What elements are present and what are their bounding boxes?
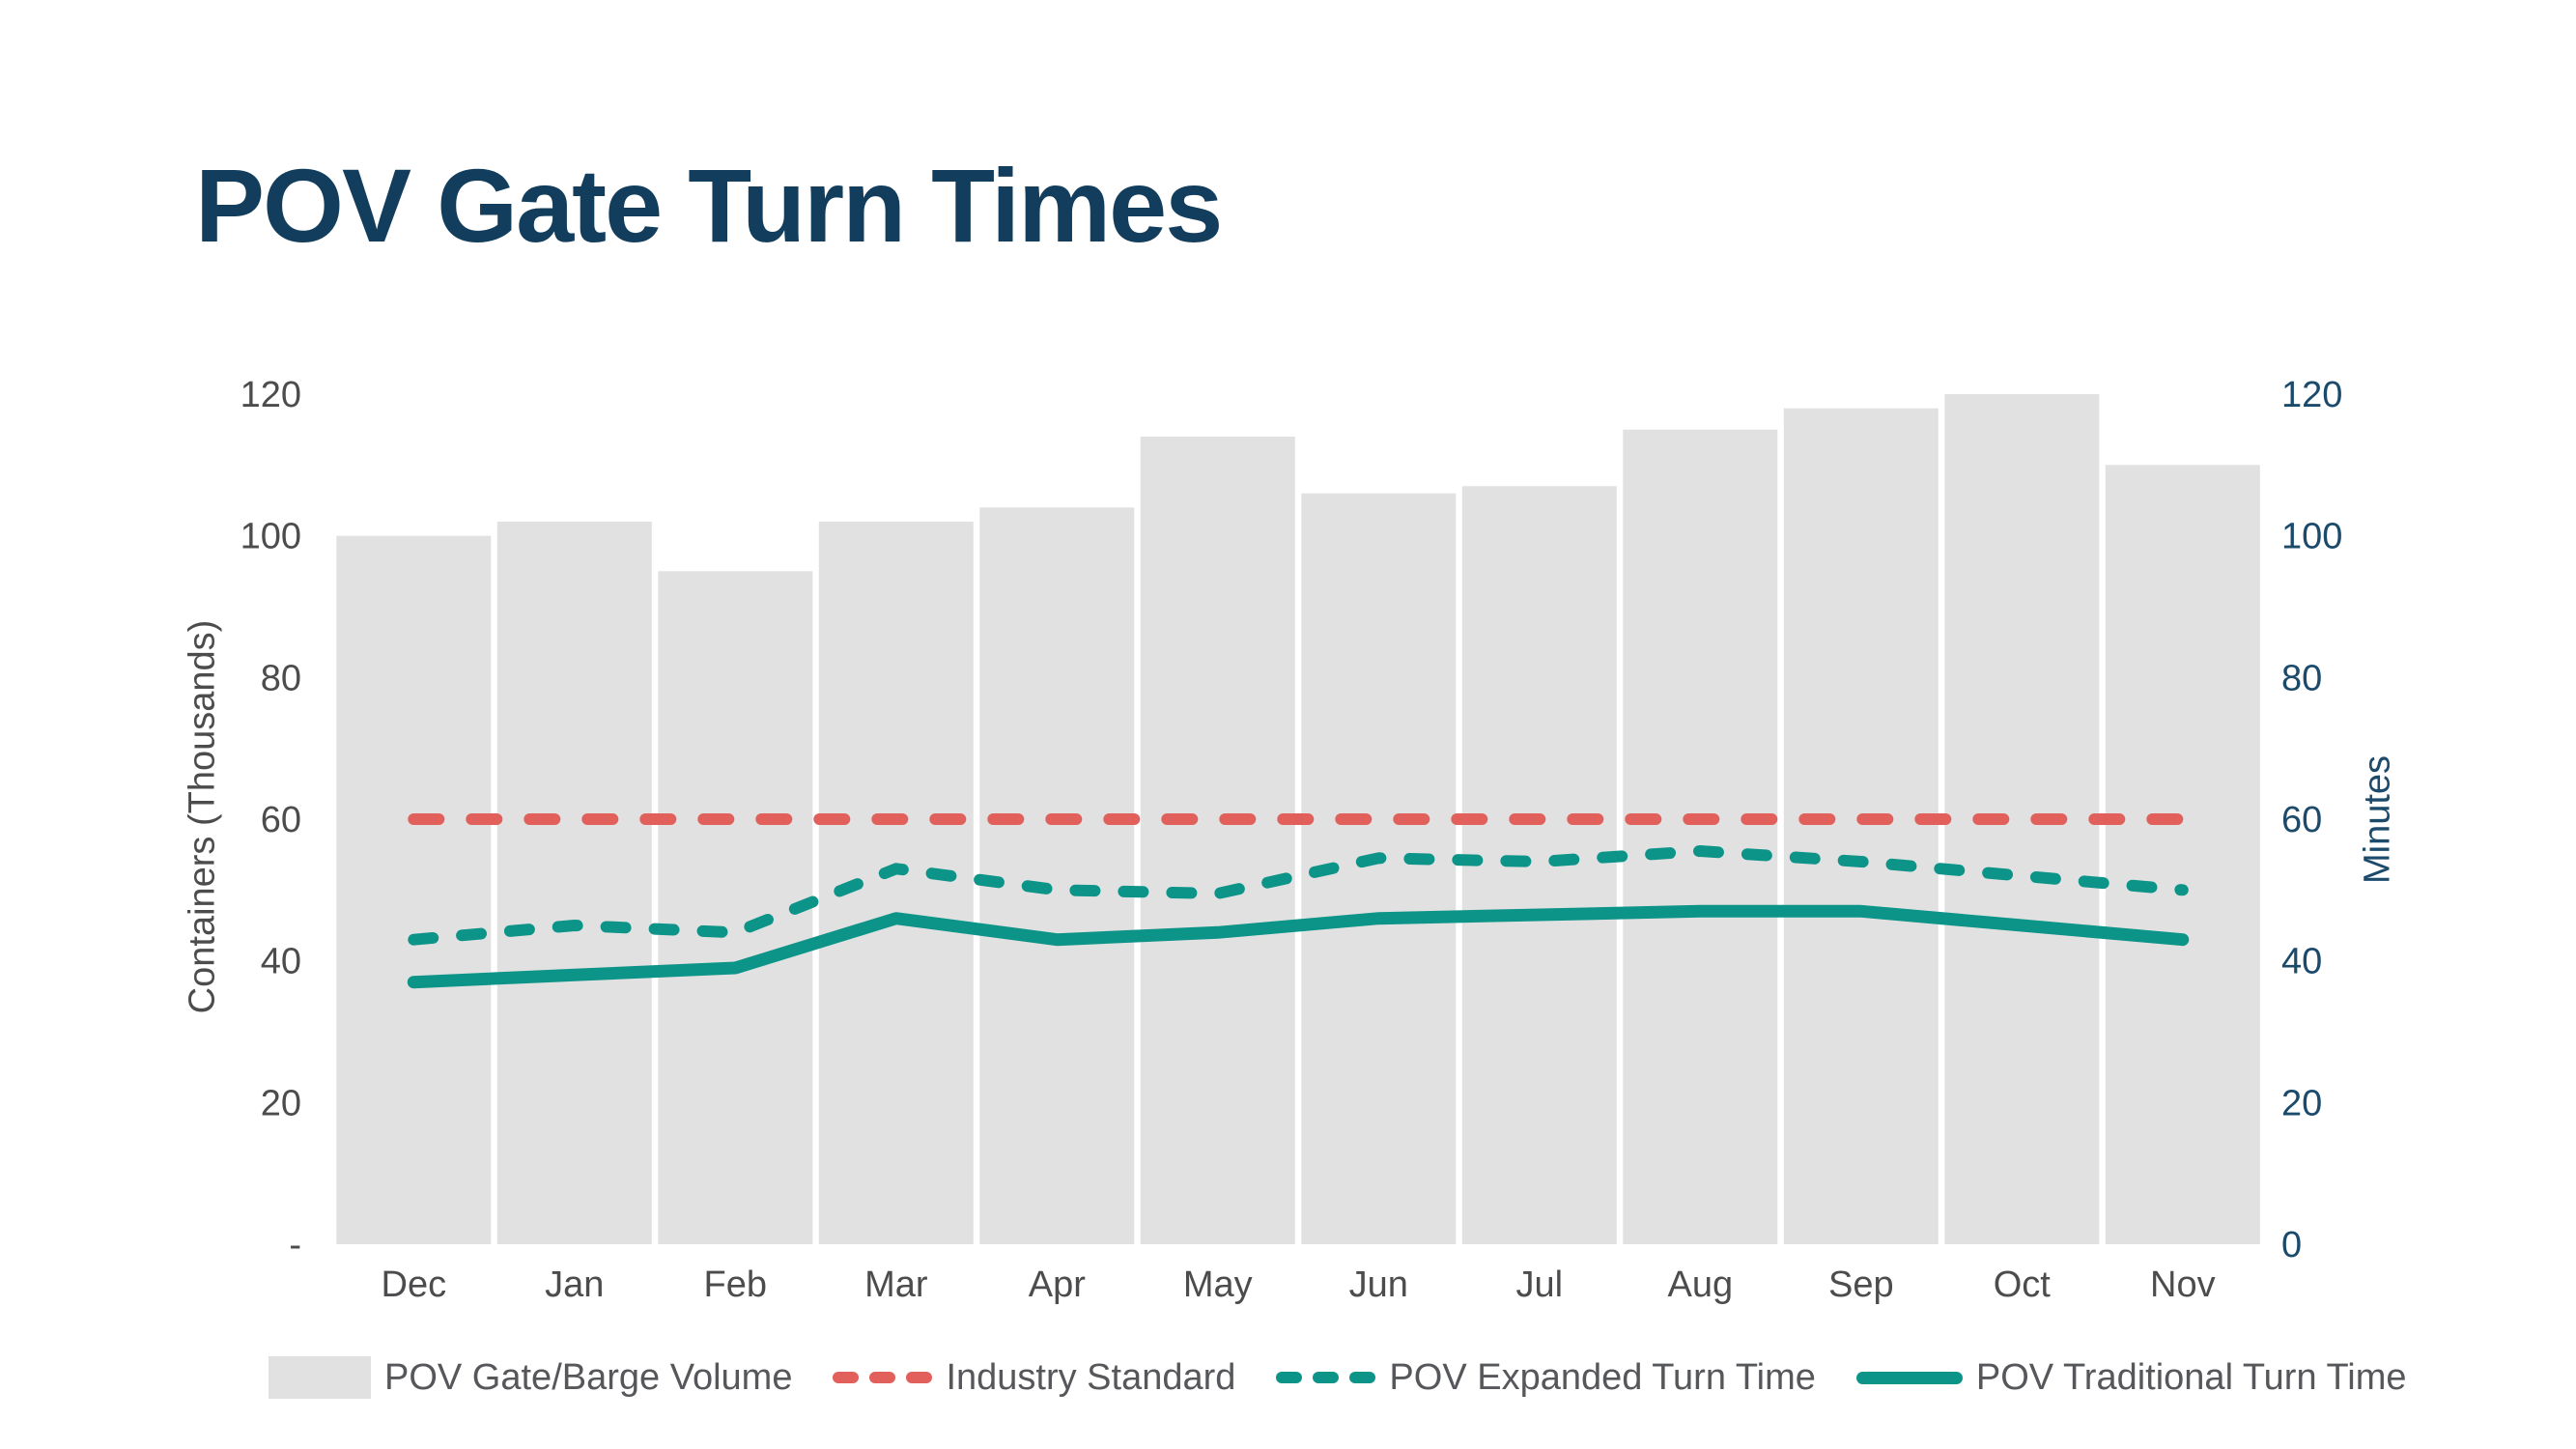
volume-bar-jul [1461, 486, 1617, 1244]
x-axis-label-oct: Oct [1994, 1264, 2052, 1305]
volume-bar-may [1140, 437, 1295, 1244]
x-axis-label-sep: Sep [1828, 1264, 1894, 1305]
x-axis-label-nov: Nov [2150, 1264, 2216, 1305]
left-axis-tick-60: 60 [261, 800, 301, 840]
legend-item-industry-standard: Industry Standard [833, 1357, 1235, 1399]
right-axis-tick-60: 60 [2281, 800, 2322, 840]
right-axis-tick-0: 0 [2281, 1225, 2302, 1265]
x-axis-label-aug: Aug [1667, 1264, 1733, 1305]
volume-bar-sep [1783, 408, 1939, 1244]
right-axis-tick-20: 20 [2281, 1083, 2322, 1123]
left-axis-title: Containers (Thousands) [182, 619, 223, 1014]
x-axis-label-jun: Jun [1349, 1264, 1408, 1305]
legend-item-pov-gate-barge-volume: POV Gate/Barge Volume [269, 1356, 792, 1399]
volume-bar-aug [1623, 429, 1778, 1244]
left-axis-tick-80: 80 [261, 658, 301, 698]
x-axis-label-may: May [1183, 1264, 1253, 1305]
line-pov-traditional-turn-time [407, 904, 2190, 989]
volume-bar-oct [1944, 394, 2100, 1244]
x-axis-label-mar: Mar [864, 1264, 928, 1305]
volume-bar-dec [336, 535, 492, 1244]
left-axis-tick-0: - [289, 1225, 301, 1265]
legend-item-pov-traditional-turn-time: POV Traditional Turn Time [1855, 1356, 2407, 1399]
x-axis-label-apr: Apr [1029, 1264, 1086, 1305]
legend-dashed-line-icon [833, 1372, 933, 1383]
legend-dashed-line-icon [1276, 1372, 1376, 1383]
legend-label: POV Traditional Turn Time [1975, 1356, 2407, 1398]
left-axis-tick-20: 20 [261, 1083, 301, 1123]
x-axis-label-jul: Jul [1516, 1264, 1564, 1305]
chart-title: POV Gate Turn Times [195, 147, 1223, 264]
right-axis-tick-100: 100 [2281, 517, 2342, 557]
legend-solid-line-icon [1855, 1371, 1963, 1384]
volume-bar-nov [2105, 465, 2260, 1244]
left-axis-tick-120: 120 [241, 375, 301, 415]
right-axis-title: Minutes [2357, 754, 2398, 885]
legend-label: POV Expanded Turn Time [1389, 1356, 1816, 1398]
chart-legend: POV Gate/Barge Volume Industry Standard PO… [269, 1350, 2407, 1405]
right-axis-tick-120: 120 [2281, 375, 2342, 415]
left-axis-tick-100: 100 [241, 517, 301, 557]
line-pov-expanded-turn-time [408, 845, 2189, 946]
legend-label: POV Gate/Barge Volume [384, 1356, 793, 1398]
volume-bar-apr [979, 507, 1135, 1244]
left-axis-tick-40: 40 [261, 942, 301, 982]
legend-item-pov-expanded-turn-time: POV Expanded Turn Time [1276, 1356, 1816, 1399]
x-axis-label-dec: Dec [382, 1264, 447, 1305]
right-axis-tick-80: 80 [2281, 658, 2322, 698]
legend-swatch-icon [269, 1356, 371, 1399]
volume-bar-feb [658, 571, 813, 1244]
volume-bar-mar [818, 522, 974, 1244]
right-axis-tick-40: 40 [2281, 942, 2322, 982]
volume-bar-jan [496, 522, 652, 1244]
legend-label: Industry Standard [946, 1356, 1236, 1398]
x-axis-label-feb: Feb [704, 1264, 767, 1305]
x-axis-label-jan: Jan [545, 1264, 604, 1305]
